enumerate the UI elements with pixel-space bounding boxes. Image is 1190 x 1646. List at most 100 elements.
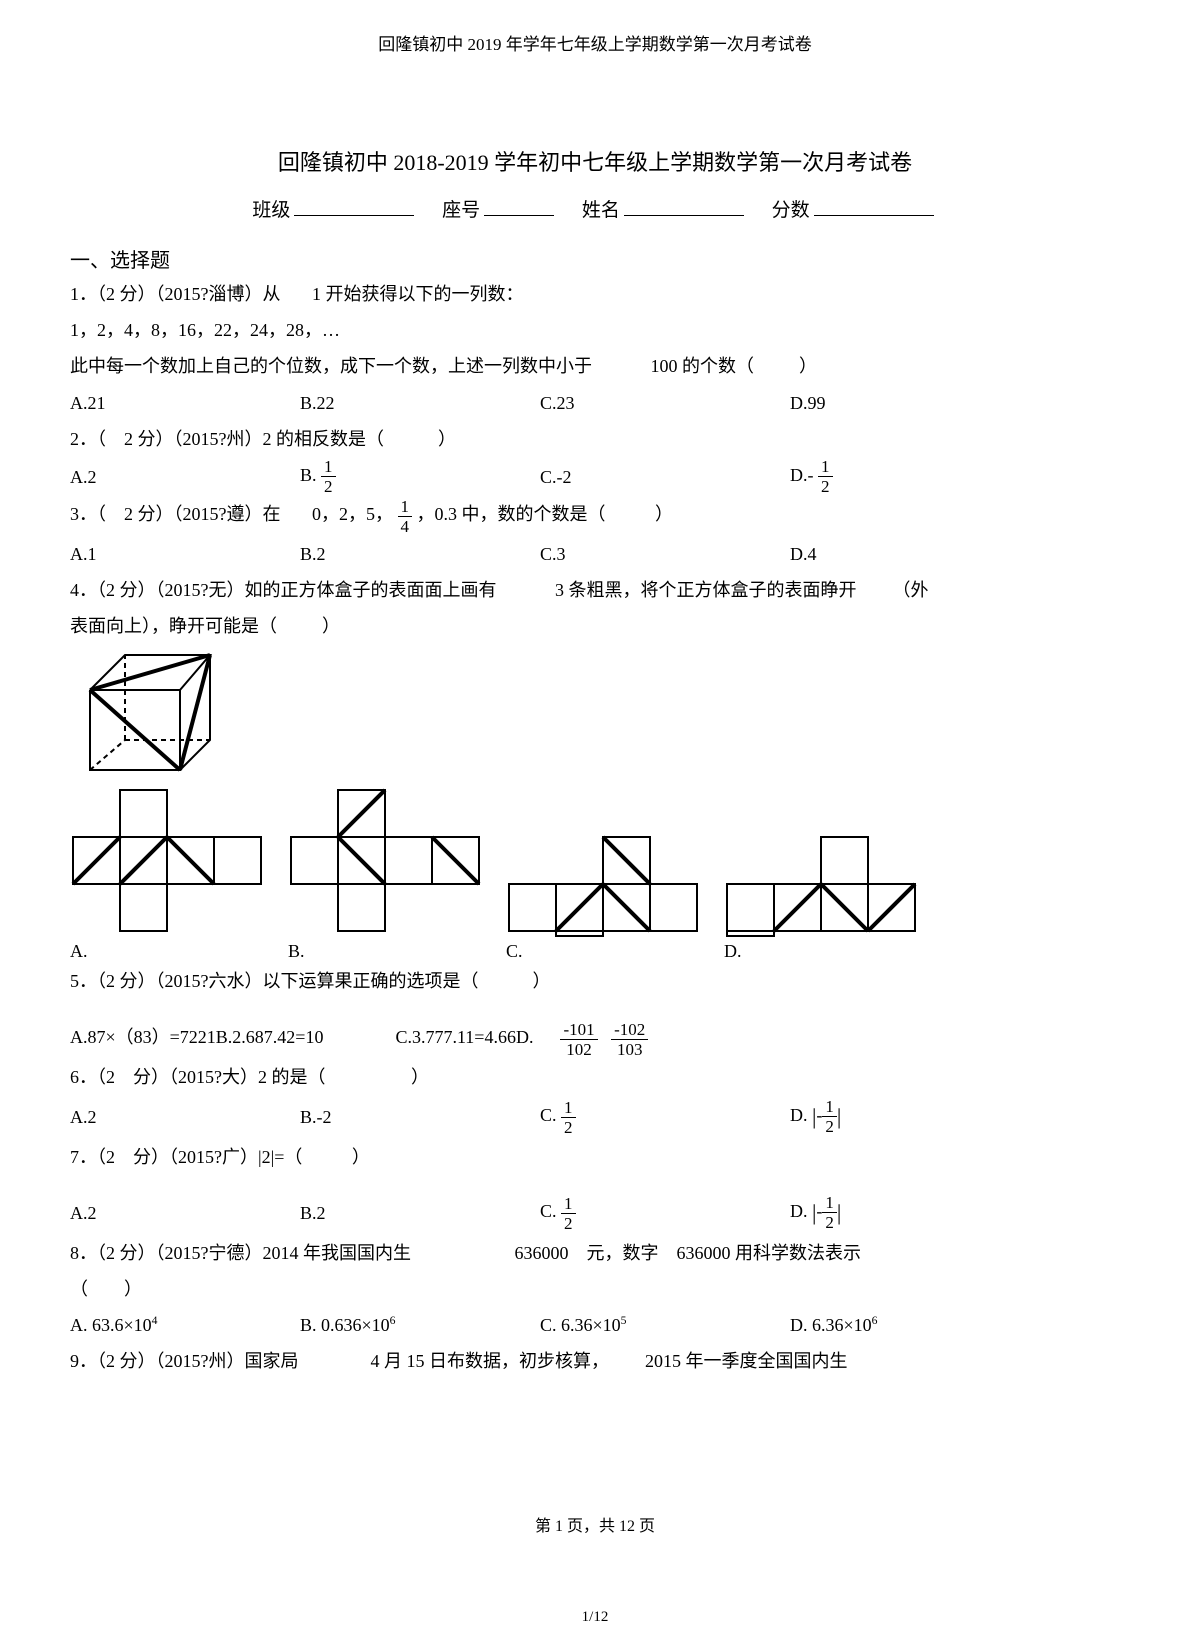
label-class: 班级	[252, 200, 290, 221]
fraction-icon: 12	[822, 1098, 837, 1135]
q1-line3c: ）	[799, 356, 817, 376]
q9-b: 4 月 15 日布数据，初步核算，	[371, 1351, 610, 1371]
q8-opt-d-num: 6.36×10	[812, 1315, 872, 1335]
q8-opt-a-num: 63.6×10	[92, 1315, 152, 1335]
q2-opt-b: B. 12	[300, 458, 540, 495]
page-footer: 第 1 页，共 12 页	[0, 1512, 1190, 1536]
q4-opt-d: D.	[724, 941, 742, 962]
q7-opt-c-label: C.	[540, 1201, 557, 1221]
net-d-icon	[724, 833, 924, 941]
q5-stem: 5．（2 分）（2015?六水）以下运算果正确的选项是（ ）	[70, 964, 1120, 998]
q6-stem-text: 6．（2 分）（2015?大）2 的是（	[70, 1067, 326, 1087]
q6-opt-d: D. |-12|	[790, 1096, 1120, 1138]
q3-opt-a: A.1	[70, 537, 300, 571]
fraction-icon: 12	[818, 458, 833, 495]
q7-opt-b: B.2	[300, 1196, 540, 1230]
q4-opt-b-group: B.	[288, 786, 488, 962]
blank-seat[interactable]	[484, 197, 554, 216]
blank-score[interactable]	[814, 197, 934, 216]
fraction-icon: 14	[398, 498, 413, 535]
q3-stem-d: ）	[655, 504, 673, 524]
q4-opt-c-group: C.	[506, 833, 706, 962]
q8-opt-b-exp: 6	[390, 1314, 396, 1327]
q5-line2b: C.3.777.11=4.66D.	[395, 1027, 533, 1047]
page: 回隆镇初中 2019 年学年七年级上学期数学第一次月考试卷 回隆镇初中 2018…	[0, 0, 1190, 1646]
q7-opt-c: C. 12	[540, 1194, 790, 1231]
info-row: 班级 座号 姓名 分数	[70, 195, 1120, 222]
q8-line1a: 8．（2 分）（2015?宁德）2014 年我国国内生	[70, 1243, 411, 1263]
q3-stem-c: ，0.3 中，数的个数是（	[417, 504, 606, 524]
q4-nets-row: A. B.	[70, 786, 1120, 962]
q1-opt-c: C.23	[540, 386, 790, 420]
q2-stem: 2．（ 2 分）（2015?州）2 的相反数是（ ）	[70, 422, 1120, 456]
q1-opt-a: A.21	[70, 386, 300, 420]
q3-stem: 3．（ 2 分）（2015?遵）在 0，2，5， 14 ，0.3 中，数的个数是…	[70, 497, 1120, 534]
q4-line1: 4．（2 分）（2015?无）如的正方体盒子的表面面上画有 3 条粗黑，将个正方…	[70, 573, 1120, 607]
q4-line2a: 表面向上），睁开可能是（	[70, 616, 277, 636]
q8-opt-b-pre: B.	[300, 1315, 317, 1335]
q8-opt-a-pre: A.	[70, 1315, 88, 1335]
q6-opts: A.2 B.-2 C. 12 D. |-12|	[70, 1096, 1120, 1138]
q2-opts: A.2 B. 12 C.-2 D.- 12	[70, 458, 1120, 495]
q9-line: 9．（2 分）（2015?州）国家局 4 月 15 日布数据，初步核算， 201…	[70, 1344, 1120, 1378]
q8-opt-d-exp: 6	[872, 1314, 878, 1327]
q7-stem: 7．（2 分）（2015?广）|2|=（ ）	[70, 1140, 1120, 1174]
q3-stem-b: 0，2，5，	[312, 504, 393, 524]
q4-opt-a-group: A.	[70, 786, 270, 962]
q4-line1a: 4．（2 分）（2015?无）如的正方体盒子的表面面上画有	[70, 580, 497, 600]
q8-opt-c-exp: 5	[621, 1314, 627, 1327]
q7-stem-text: 7．（2 分）（2015?广）|2|=（	[70, 1147, 302, 1167]
q6-opt-b: B.-2	[300, 1100, 540, 1134]
q5-stem-end: ）	[533, 971, 551, 991]
q4-line1b: 3 条粗黑，将个正方体盒子的表面睁开	[555, 580, 857, 600]
q1-line2: 1，2，4，8，16，22，24，28，…	[70, 313, 1120, 347]
q7-opts: A.2 B.2 C. 12 D. |-12|	[70, 1192, 1120, 1234]
q6-opt-c-label: C.	[540, 1105, 557, 1125]
net-c-icon	[506, 833, 706, 941]
q6-opt-c: C. 12	[540, 1098, 790, 1135]
blank-class[interactable]	[294, 197, 414, 216]
q8-opt-b-num: 0.636×10	[321, 1315, 390, 1335]
q4-line1c: （外	[893, 580, 929, 600]
q8-opt-a: A. 63.6×104	[70, 1308, 300, 1342]
q4-opt-a: A.	[70, 941, 88, 962]
q1-line3: 此中每一个数加上自己的个位数，成下一个数，上述一列数中小于 100 的个数（ ）	[70, 349, 1120, 383]
cube-icon	[70, 645, 215, 780]
section-heading: 一、选择题	[70, 244, 1120, 273]
fraction-icon: 12	[561, 1195, 576, 1232]
q4-line2b: ）	[322, 616, 340, 636]
q9-a: 9．（2 分）（2015?州）国家局	[70, 1351, 299, 1371]
q1-stem-b: 1 开始获得以下的一列数：	[312, 284, 524, 304]
q7-stem-end: ）	[352, 1147, 370, 1167]
q3-opt-c: C.3	[540, 537, 790, 571]
exam-title: 回隆镇初中 2018-2019 学年初中七年级上学期数学第一次月考试卷	[70, 145, 1120, 177]
q4-line2: 表面向上），睁开可能是（ ）	[70, 609, 1120, 643]
fraction-icon: 12	[822, 1194, 837, 1231]
q3-opt-b: B.2	[300, 537, 540, 571]
q1-line3a: 此中每一个数加上自己的个位数，成下一个数，上述一列数中小于	[70, 356, 592, 376]
q6-opt-a: A.2	[70, 1100, 300, 1134]
net-b-icon	[288, 786, 488, 941]
q1-opt-d: D.99	[790, 386, 1120, 420]
q2-opt-d-label: D.-	[790, 465, 814, 485]
q8-opt-d-pre: D.	[790, 1315, 808, 1335]
label-score: 分数	[772, 200, 810, 221]
net-a-icon	[70, 786, 270, 941]
q7-opt-d-label: D.	[790, 1201, 808, 1221]
fraction-icon: 12	[561, 1099, 576, 1136]
q3-opts: A.1 B.2 C.3 D.4	[70, 537, 1120, 571]
q5-line2a: A.87×（83）=7221B.2.687.42=10	[70, 1027, 323, 1047]
q4-opt-d-group: D.	[724, 833, 924, 962]
blank-name[interactable]	[624, 197, 744, 216]
q8-opt-c-num: 6.36×10	[561, 1315, 621, 1335]
label-name: 姓名	[582, 200, 620, 221]
q6-stem: 6．（2 分）（2015?大）2 的是（ ）	[70, 1060, 1120, 1094]
q9-c: 2015 年一季度全国国内生	[645, 1351, 848, 1371]
q4-opt-b: B.	[288, 941, 305, 962]
q8-opt-b: B. 0.636×106	[300, 1308, 540, 1342]
q7-opt-d: D. |-12|	[790, 1192, 1120, 1234]
q2-opt-b-label: B.	[300, 465, 317, 485]
page-header: 回隆镇初中 2019 年学年七年级上学期数学第一次月考试卷	[70, 30, 1120, 55]
q8-opts: A. 63.6×104 B. 0.636×106 C. 6.36×105 D. …	[70, 1308, 1120, 1342]
q2-stem-end: ）	[438, 429, 456, 449]
